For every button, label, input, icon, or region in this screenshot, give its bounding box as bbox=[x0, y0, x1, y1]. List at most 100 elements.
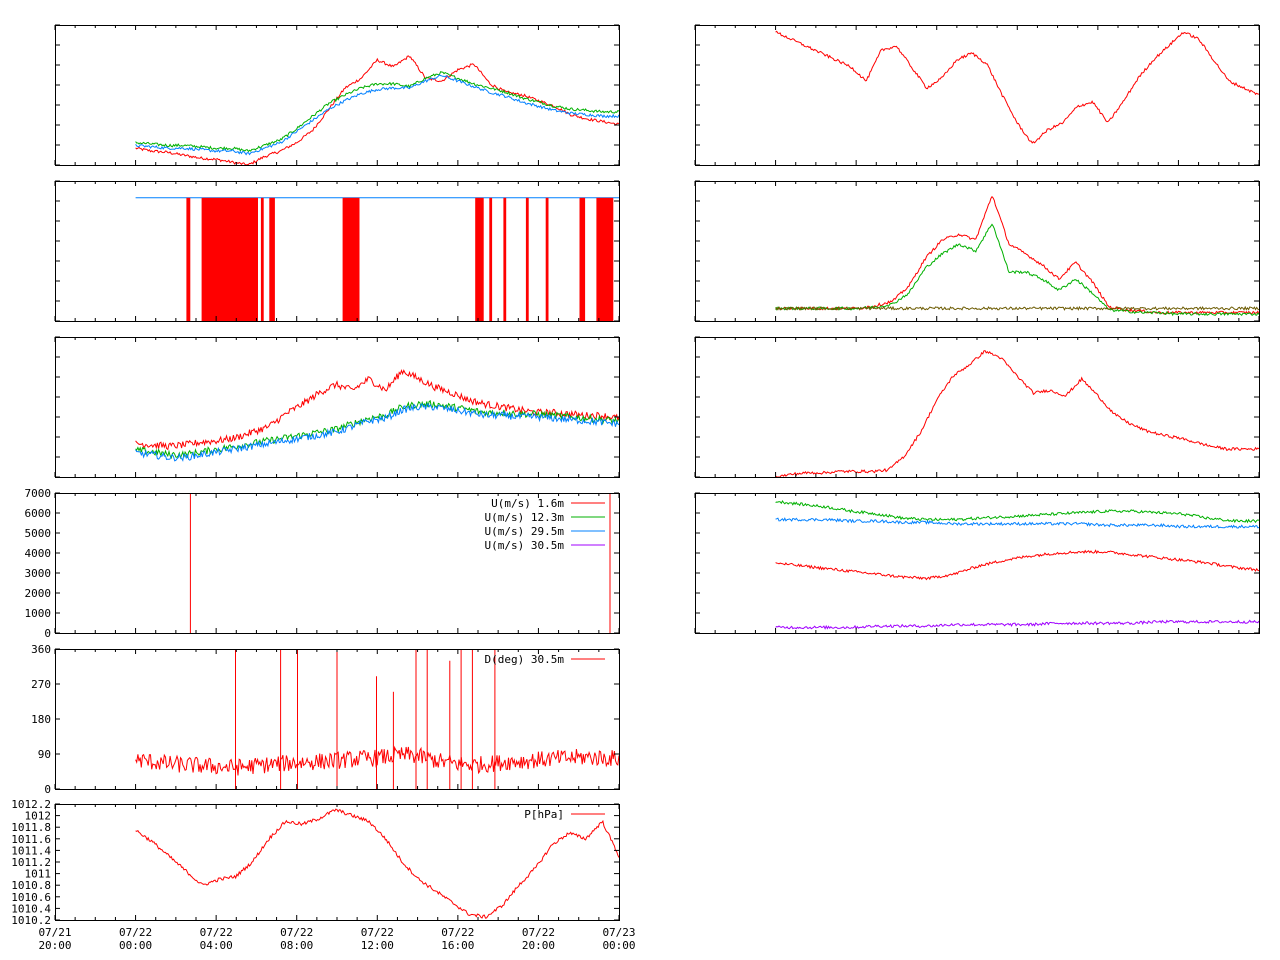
y-tick-label: 0 bbox=[44, 783, 51, 796]
series-line-red bbox=[135, 808, 620, 919]
x-tick-time: 20:00 bbox=[522, 939, 555, 952]
plot-frame bbox=[695, 181, 1260, 322]
y-tick-label: 1010.4 bbox=[11, 902, 51, 915]
series-line-blue bbox=[135, 74, 620, 156]
plot-frame bbox=[55, 337, 620, 478]
series-line-green bbox=[775, 223, 1260, 317]
dropout-bar bbox=[186, 197, 191, 321]
legend-label: D(deg) 30.5m bbox=[485, 653, 565, 666]
series-line-red bbox=[775, 549, 1260, 581]
y-tick-label: 90 bbox=[38, 748, 51, 761]
chart-panel-right-3 bbox=[694, 336, 1260, 478]
series-line-red bbox=[775, 195, 1260, 316]
y-tick-label: 1012 bbox=[25, 810, 52, 823]
x-tick-time: 12:00 bbox=[361, 939, 394, 952]
y-tick-label: 2000 bbox=[25, 587, 52, 600]
plot-area bbox=[775, 195, 1260, 317]
series-line-blue bbox=[775, 517, 1260, 529]
legend-label: U(m/s) 12.3m bbox=[485, 511, 565, 524]
y-tick-label: 0 bbox=[44, 627, 51, 640]
series-line-red bbox=[135, 745, 620, 776]
x-tick-time: 08:00 bbox=[280, 939, 313, 952]
series-line-red bbox=[775, 350, 1260, 478]
dropout-bar bbox=[503, 197, 507, 321]
chart-panel-left-3 bbox=[54, 336, 620, 478]
chart-panel-right-4 bbox=[694, 492, 1260, 634]
x-tick-time: 16:00 bbox=[441, 939, 474, 952]
dropout-bar bbox=[545, 197, 549, 321]
dropout-bar bbox=[525, 197, 529, 321]
plot-area bbox=[135, 368, 620, 462]
plot-area bbox=[135, 649, 620, 789]
y-tick-label: 1011.8 bbox=[11, 821, 51, 834]
series-line-red bbox=[135, 368, 620, 451]
chart-panel-left-1 bbox=[54, 24, 620, 166]
plot-frame bbox=[55, 804, 620, 921]
dropout-bar bbox=[342, 197, 360, 321]
x-tick-date: 07/22 bbox=[361, 926, 394, 939]
x-tick-date: 07/22 bbox=[119, 926, 152, 939]
series-line-green bbox=[135, 71, 620, 153]
series-line-purple bbox=[775, 619, 1260, 630]
chart-panel-left-6: 1010.21010.41010.61010.810111011.21011.4… bbox=[11, 798, 620, 927]
series-line-red bbox=[135, 55, 620, 166]
x-axis-labels: 07/2120:0007/2200:0007/2204:0007/2208:00… bbox=[38, 926, 635, 952]
y-tick-label: 270 bbox=[31, 678, 51, 691]
y-tick-label: 7000 bbox=[25, 487, 52, 500]
legend-label: U(m/s) 1.6m bbox=[491, 497, 564, 510]
series-line-green bbox=[775, 500, 1260, 524]
series-line-blue bbox=[135, 402, 620, 462]
chart-panel-left-4: 0 1000 2000 3000 4000 5000 6000 7000 U(m/s) 1.6m… bbox=[25, 487, 620, 640]
series-line-green bbox=[135, 399, 620, 460]
y-tick-label: 1000 bbox=[25, 607, 52, 620]
chart-panel-left-5: 0 90 180 270 360 D(deg) 30.5m bbox=[31, 643, 620, 796]
plot-area bbox=[135, 55, 620, 166]
y-tick-label: 180 bbox=[31, 713, 51, 726]
y-tick-label: 1011 bbox=[25, 868, 52, 881]
y-tick-label: 4000 bbox=[25, 547, 52, 560]
y-tick-label: 5000 bbox=[25, 527, 52, 540]
legend-label: U(m/s) 30.5m bbox=[485, 539, 565, 552]
dropout-bar bbox=[579, 197, 586, 321]
dropout-bar bbox=[201, 197, 258, 321]
plot-area bbox=[775, 30, 1260, 144]
plot-area bbox=[189, 493, 611, 633]
legend-label: U(m/s) 29.5m bbox=[485, 525, 565, 538]
y-tick-label: 360 bbox=[31, 643, 51, 656]
chart-panel-right-1 bbox=[694, 24, 1260, 166]
chart-panel-right-2 bbox=[694, 180, 1260, 322]
x-tick-time: 00:00 bbox=[119, 939, 152, 952]
plot-frame bbox=[695, 25, 1260, 166]
x-tick-time: 20:00 bbox=[38, 939, 71, 952]
y-tick-label: 1011.4 bbox=[11, 844, 51, 857]
dropout-bar bbox=[596, 197, 614, 321]
dropout-bar bbox=[489, 197, 493, 321]
x-tick-date: 07/22 bbox=[280, 926, 313, 939]
series-line-olive bbox=[775, 305, 1260, 311]
x-tick-time: 00:00 bbox=[602, 939, 635, 952]
plot-area bbox=[775, 500, 1260, 630]
y-tick-label: 6000 bbox=[25, 507, 52, 520]
y-tick-label: 1010.2 bbox=[11, 914, 51, 927]
x-tick-date: 07/22 bbox=[200, 926, 233, 939]
y-tick-label: 1011.6 bbox=[11, 833, 51, 846]
plot-frame bbox=[55, 181, 620, 322]
dropout-bar bbox=[475, 197, 484, 321]
x-tick-date: 07/22 bbox=[522, 926, 555, 939]
series-line-red bbox=[775, 30, 1260, 144]
y-tick-label: 1010.6 bbox=[11, 891, 51, 904]
y-tick-label: 1011.2 bbox=[11, 856, 51, 869]
plot-area bbox=[135, 808, 620, 919]
x-tick-date: 07/21 bbox=[38, 926, 71, 939]
x-tick-time: 04:00 bbox=[200, 939, 233, 952]
x-tick-date: 07/23 bbox=[602, 926, 635, 939]
plot-area bbox=[775, 350, 1260, 478]
y-tick-label: 1012.2 bbox=[11, 798, 51, 811]
legend-label: P[hPa] bbox=[524, 808, 564, 821]
plot-frame bbox=[55, 25, 620, 166]
x-tick-date: 07/22 bbox=[441, 926, 474, 939]
y-tick-label: 3000 bbox=[25, 567, 52, 580]
dropout-bar bbox=[260, 197, 264, 321]
y-tick-label: 1010.8 bbox=[11, 879, 51, 892]
